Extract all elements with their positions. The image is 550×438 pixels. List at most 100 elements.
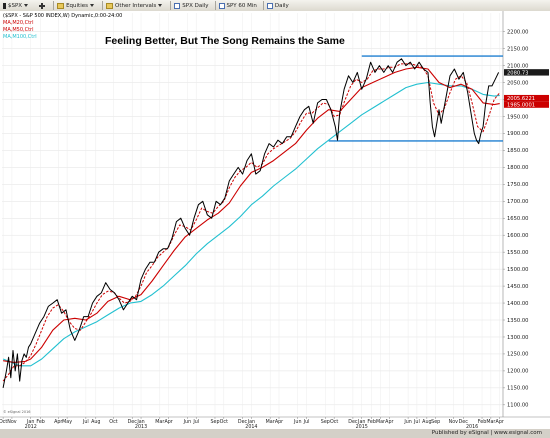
price-label-text: 1985.0001 [507,102,535,108]
y-tick-label: 1150.00 [507,386,528,392]
x-tick-label: Jun [403,419,412,425]
toolbar-item-label: SPY 60 Min [226,2,257,9]
x-tick-label: Apr [54,419,62,425]
y-tick-label: 1850.00 [507,148,528,154]
x-tick-label: Jun [183,419,192,425]
y-tick-label: 1650.00 [507,216,528,222]
series-line [2,81,500,367]
y-tick-label: 1200.00 [507,369,528,375]
x-tick-label: Jul [413,419,420,425]
y-tick-label: 1100.00 [507,403,528,409]
y-tick-label: 1500.00 [507,267,528,273]
x-tick-label: Dec [348,419,358,425]
y-tick-label: 1350.00 [507,318,528,324]
price-label-box [504,69,549,76]
time-axis: Oct Nov Jan Feb Apr May Jul Aug Oct Dec Jan Mar Apr J… [0,417,504,429]
series-line [2,58,500,388]
symbol-box[interactable]: $SPX [0,1,33,10]
x-tick-label: Apr [275,419,283,425]
x-tick-label: Aug [91,419,100,425]
y-tick-label: 2150.00 [507,46,528,52]
x-tick-label: Jul [303,419,310,425]
y-tick-label: 1800.00 [507,165,528,171]
y-tick-label: 1600.00 [507,233,528,239]
chart-icon [174,2,181,9]
footer-text: Published by eSignal | www.esignal.com [431,430,542,436]
x-tick-label: Feb [36,419,45,425]
toolbar-item-spx-daily[interactable]: SPX Daily [170,1,211,10]
x-tick-label: Sep [210,419,219,425]
chart-icon [218,2,225,9]
year-label: 2013 [135,424,147,429]
footer-bar: Published by eSignal | www.esignal.com [0,429,550,438]
price-label-text: 2005.6221 [507,96,535,102]
year-label: 2014 [245,424,257,429]
toolbar-item-spy-60-min[interactable]: SPY 60 Min [214,1,260,10]
y-tick-label: 2050.00 [507,80,528,86]
y-tick-label: 1300.00 [507,335,528,341]
x-tick-label: Apr [385,419,393,425]
chart-title: Feeling Better, But The Song Remains the… [105,35,345,47]
y-tick-label: 1900.00 [507,131,528,137]
x-tick-label: Jan [247,419,255,425]
y-tick-label: 1750.00 [507,182,528,188]
x-tick-label: Dec [459,419,469,425]
toolbar-item-other-intervals[interactable]: Other Intervals [102,1,167,10]
y-tick-label: 1550.00 [507,250,528,256]
x-tick-label: Jan [357,419,365,425]
x-tick-label: Dec [128,419,138,425]
x-tick-label: Jul [82,419,89,425]
x-tick-label: Mar [266,419,275,425]
x-tick-label: Sep [431,419,440,425]
add-button[interactable] [36,1,50,10]
year-label: 2016 [466,424,478,429]
chart-icon [266,2,273,9]
x-tick-label: Feb [367,419,376,425]
x-tick-label: Oct [0,419,7,425]
x-tick-label: Feb [478,419,487,425]
y-tick-label: 2100.00 [507,63,528,69]
x-tick-label: Aug [422,419,431,425]
price-label-box [504,94,549,102]
price-chart[interactable]: 1100.00 1150.00 1200.00 1250.00 1300.00 1350.… [0,11,550,429]
x-tick-label: Jan [26,419,34,425]
x-tick-label: Nov [449,419,459,425]
x-tick-label: Dec [238,419,248,425]
x-tick-label: Jun [293,419,302,425]
support-resistance-lines [328,55,503,142]
series-line [3,66,500,363]
y-tick-label: 1450.00 [507,284,528,290]
x-tick-label: Oct [330,419,338,425]
chart-series [2,58,501,388]
price-label-box [504,101,549,108]
toolbar-item-label: Other Intervals [115,2,157,9]
y-tick-label: 1950.00 [507,114,528,120]
ma-label-2: MA,M50,Ctrl [3,27,34,33]
chevron-down-icon [90,4,94,7]
y-tick-label: 2200.00 [507,29,528,35]
folder-icon [57,2,65,9]
toolbar-item-label: Daily [274,2,289,9]
folder-icon [106,2,113,9]
x-tick-label: Apr [164,419,172,425]
watermark: © eSignal 2016 [3,410,31,414]
ma-label-1: MA,M20,Ctrl [3,20,34,26]
x-tick-label: May [62,419,72,425]
chart-grid [2,13,503,415]
toolbar-item-label: SPX Daily [182,2,209,9]
price-axis: 1100.00 1150.00 1200.00 1250.00 1300.00 1350.… [503,29,528,409]
x-tick-label: Jul [192,419,199,425]
chart-background [0,11,550,429]
chevron-down-icon [158,4,163,7]
symbol-label: $SPX [8,2,23,9]
x-tick-label: Apr [496,419,504,425]
x-tick-label: Mar [486,419,495,425]
toolbar-item-equities[interactable]: Equities [53,1,99,10]
x-tick-label: Sep [321,419,330,425]
chevron-down-icon [24,4,29,7]
toolbar-item-daily[interactable]: Daily [262,1,292,10]
x-tick-label: Oct [220,419,228,425]
x-tick-label: Mar [376,419,385,425]
x-tick-label: Mar [155,419,164,425]
